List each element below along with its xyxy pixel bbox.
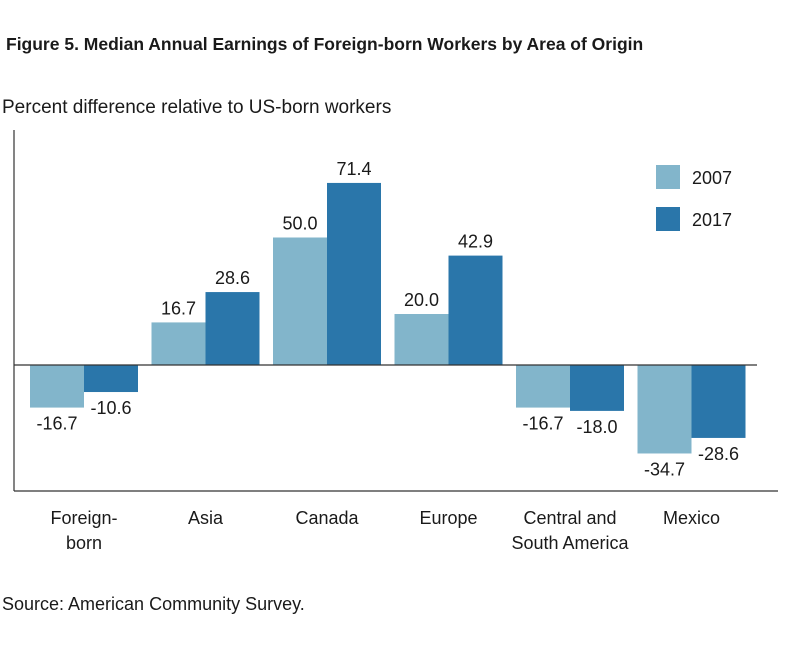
bar-2007-0: [30, 365, 84, 408]
value-label: -16.7: [522, 414, 563, 434]
bar-2007-2: [273, 237, 327, 365]
value-label: -10.6: [90, 398, 131, 418]
bar-2017-3: [448, 255, 503, 365]
bar-2017-2: [327, 182, 381, 365]
category-label: Foreign-: [50, 508, 117, 528]
chart-title: Figure 5. Median Annual Earnings of Fore…: [6, 34, 644, 54]
bar-2007-5: [637, 365, 692, 454]
value-label: -28.6: [698, 444, 739, 464]
bar-2017-1: [205, 292, 260, 365]
category-label: born: [66, 533, 102, 553]
source-note: Source: American Community Survey.: [2, 594, 305, 614]
value-label: -16.7: [36, 414, 77, 434]
category-label: Central and: [523, 508, 616, 528]
value-label: 71.4: [336, 159, 371, 179]
category-label: Canada: [295, 508, 359, 528]
bar-2007-1: [151, 322, 206, 365]
legend-label-2017: 2017: [692, 210, 732, 230]
value-label: 42.9: [458, 232, 493, 252]
legend-label-2007: 2007: [692, 168, 732, 188]
legend-swatch-2007: [656, 165, 680, 189]
value-label: -34.7: [644, 459, 685, 479]
bar-2017-5: [691, 365, 746, 438]
y-axis-label: Percent difference relative to US-born w…: [2, 97, 392, 118]
category-label: Asia: [188, 508, 224, 528]
category-label: Europe: [419, 508, 477, 528]
bar-2007-4: [516, 365, 570, 408]
category-label: Mexico: [663, 508, 720, 528]
bar-2007-3: [394, 314, 449, 365]
legend-swatch-2017: [656, 207, 680, 231]
bar-2017-4: [570, 365, 624, 411]
value-label: 50.0: [282, 214, 317, 234]
value-label: 28.6: [215, 268, 250, 288]
value-label: 16.7: [161, 298, 196, 318]
bar-2017-0: [84, 365, 138, 393]
value-label: -18.0: [576, 417, 617, 437]
category-label: South America: [511, 533, 629, 553]
value-label: 20.0: [404, 290, 439, 310]
